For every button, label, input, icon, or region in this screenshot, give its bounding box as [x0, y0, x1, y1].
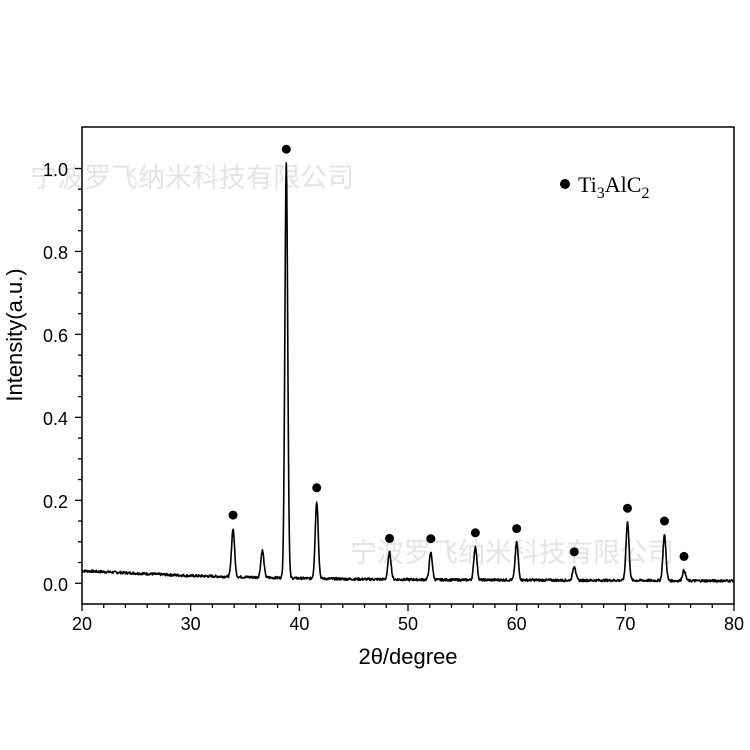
xrd-pattern-line [81, 162, 735, 583]
peak-marker-icon [426, 534, 436, 544]
peak-marker-icon [470, 528, 480, 538]
y-tick-label: 0.2 [43, 492, 68, 512]
peak-marker-icon [659, 516, 669, 526]
peak-marker-icon [281, 144, 291, 154]
peak-marker-icon [385, 533, 395, 543]
x-tick-labels: 20 30 40 50 60 70 80 [72, 614, 744, 634]
x-axis-title: 2θ/degree [358, 644, 457, 669]
y-tick-label: 0.6 [43, 326, 68, 346]
legend-label-base: Ti [578, 172, 597, 197]
legend-label-sub1: 3 [597, 185, 605, 202]
y-tick-labels: 0.0 0.2 0.4 0.6 0.8 1.0 [43, 160, 68, 595]
y-tick-label: 0.4 [43, 409, 68, 429]
x-tick-label: 80 [724, 614, 744, 634]
peak-marker-icon [569, 547, 579, 557]
legend: Ti3AlC2 [560, 172, 649, 202]
legend-label: Ti3AlC2 [578, 172, 649, 202]
watermark-upper: 宁波罗飞纳米科技有限公司 [30, 163, 354, 194]
peak-marker-icon [228, 510, 238, 520]
peak-marker-icon [623, 503, 633, 513]
plot-frame [81, 126, 735, 605]
legend-label-mid: AlC [605, 172, 642, 197]
x-tick-label: 70 [615, 614, 635, 634]
peak-marker-icon [312, 483, 322, 493]
x-tick-label: 50 [398, 614, 418, 634]
peak-marker-icon [512, 524, 522, 534]
x-tick-label: 30 [181, 614, 201, 634]
x-tick-label: 20 [72, 614, 92, 634]
legend-marker-icon [560, 179, 570, 189]
watermark-lower: 宁波罗飞纳米科技有限公司 [350, 538, 674, 569]
peak-markers [228, 144, 689, 561]
x-tick-label: 60 [507, 614, 527, 634]
y-axis-title: Intensity(a.u.) [2, 268, 27, 401]
legend-label-sub2: 2 [641, 185, 649, 202]
peak-marker-icon [679, 551, 689, 561]
y-tick-label: 1.0 [43, 160, 68, 180]
y-tick-label: 0.0 [43, 575, 68, 595]
axis-ticks [75, 167, 735, 611]
y-tick-label: 0.8 [43, 243, 68, 263]
x-tick-label: 40 [289, 614, 309, 634]
